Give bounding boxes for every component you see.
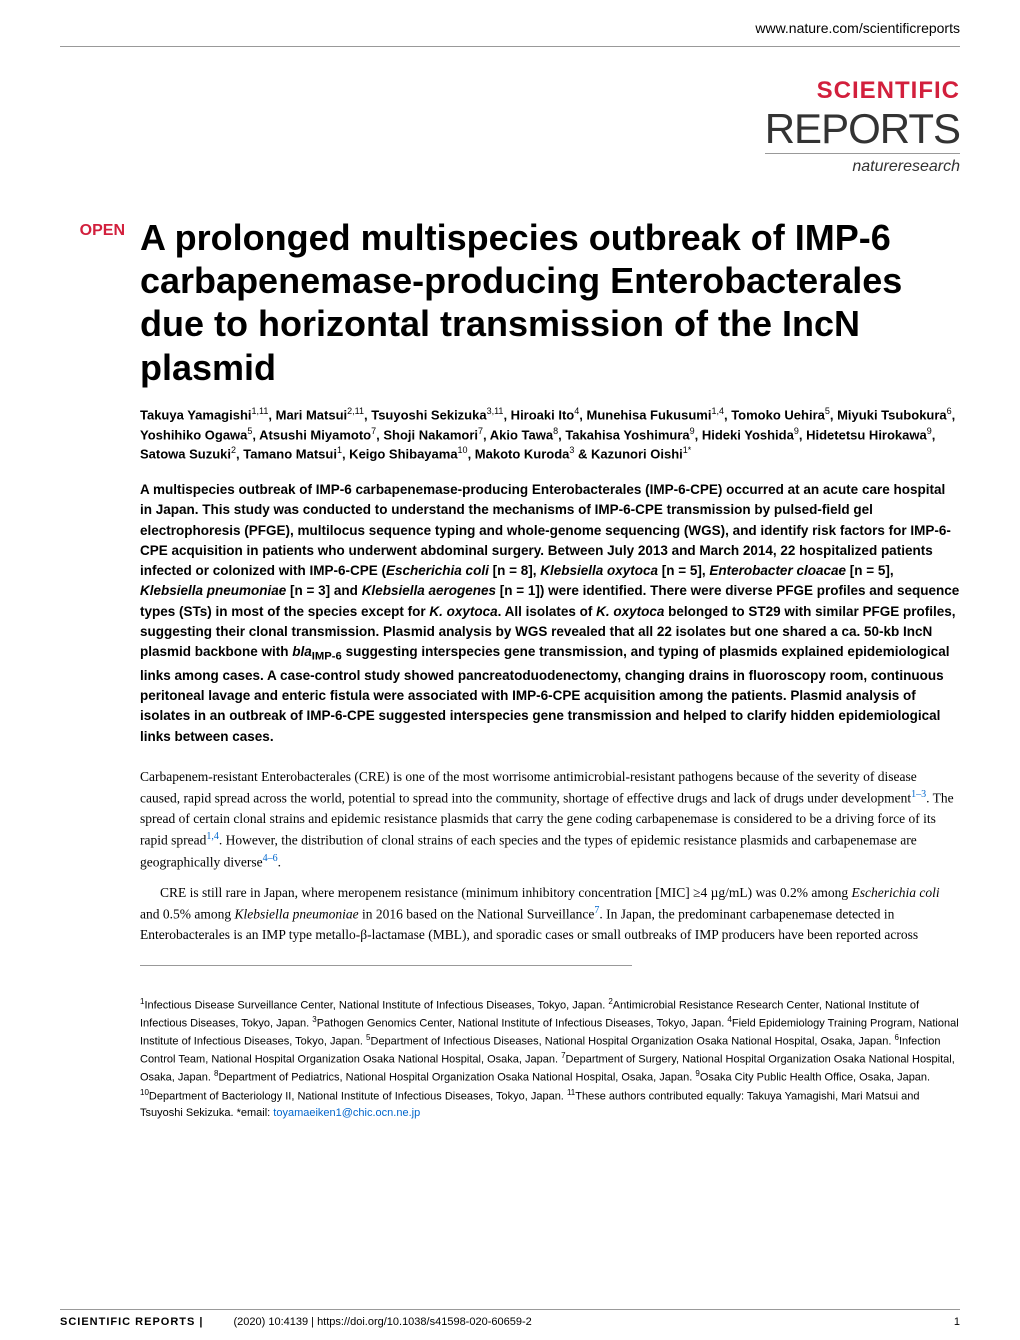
journal-reports-label: REPORTS [765, 105, 960, 154]
page-footer: SCIENTIFIC REPORTS | (2020) 10:4139 | ht… [60, 1309, 960, 1328]
main-text-column: A prolonged multispecies outbreak of IMP… [140, 216, 960, 1121]
content-region: OPEN A prolonged multispecies outbreak o… [0, 216, 1020, 1121]
article-title: A prolonged multispecies outbreak of IMP… [140, 216, 960, 389]
body-paragraph-2: CRE is still rare in Japan, where merope… [140, 883, 960, 945]
open-access-label: OPEN [80, 222, 125, 239]
header-rule [60, 46, 960, 47]
body-paragraph-1: Carbapenem-resistant Enterobacterales (C… [140, 767, 960, 873]
journal-nature-label: natureresearch [0, 158, 960, 176]
affiliations-text: 1Infectious Disease Surveillance Center,… [140, 996, 960, 1121]
footer-left: SCIENTIFIC REPORTS | (2020) 10:4139 | ht… [60, 1316, 532, 1328]
footer-page-number: 1 [954, 1316, 960, 1328]
affiliation-rule [140, 965, 632, 966]
journal-logo: SCIENTIFIC REPORTS natureresearch [0, 77, 1020, 216]
header-url: www.nature.com/scientificreports [0, 0, 1020, 46]
footer-citation: (2020) 10:4139 | https://doi.org/10.1038… [233, 1316, 531, 1328]
open-access-column: OPEN [60, 216, 140, 1121]
authors-list: Takuya Yamagishi1,11, Mari Matsui2,11, T… [140, 405, 960, 464]
footer-journal-name: SCIENTIFIC REPORTS | [60, 1316, 203, 1328]
journal-scientific-label: SCIENTIFIC [0, 77, 960, 105]
abstract-text: A multispecies outbreak of IMP-6 carbape… [140, 480, 960, 747]
